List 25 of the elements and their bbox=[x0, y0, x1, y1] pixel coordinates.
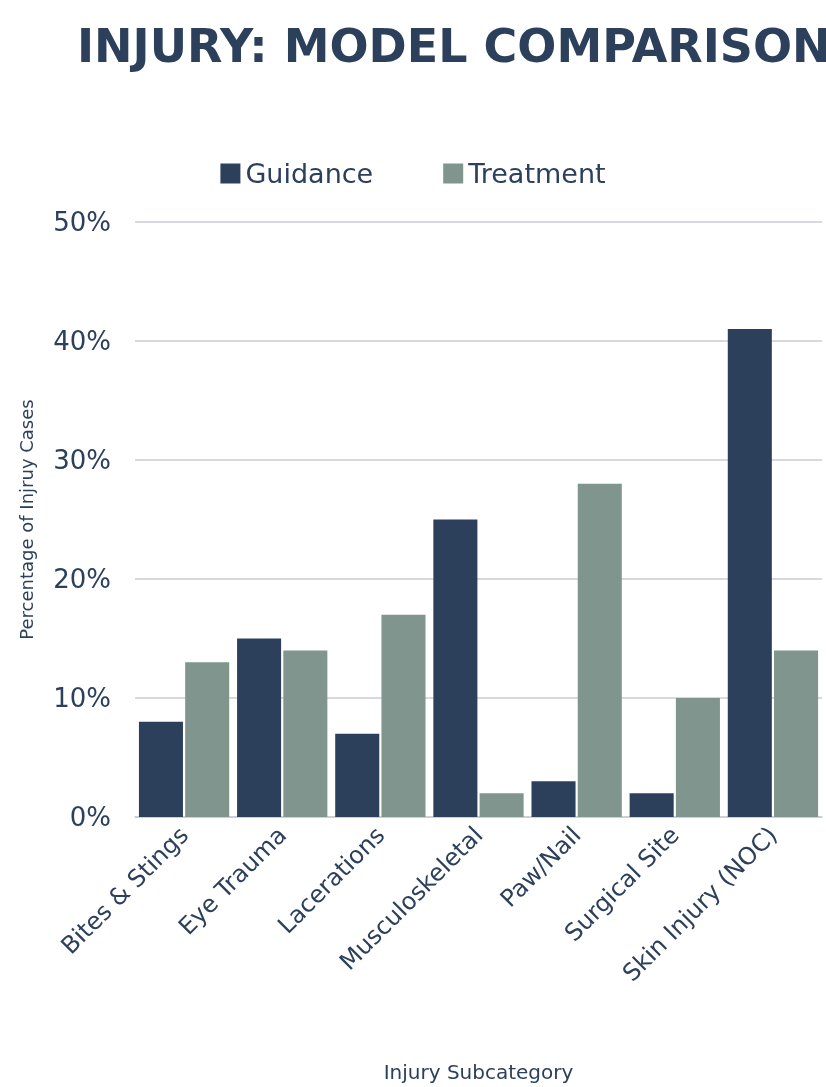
bar bbox=[531, 781, 576, 817]
bar bbox=[185, 662, 230, 817]
bar bbox=[433, 519, 478, 817]
y-tick-label: 0% bbox=[69, 802, 111, 832]
bar bbox=[577, 483, 622, 817]
legend-label: Guidance bbox=[245, 158, 374, 189]
bar bbox=[774, 650, 819, 817]
bar bbox=[138, 721, 183, 817]
y-tick-label: 50% bbox=[53, 207, 111, 237]
bar bbox=[479, 793, 524, 817]
bar bbox=[675, 698, 720, 817]
bar bbox=[283, 650, 328, 817]
y-tick-label: 40% bbox=[53, 326, 111, 356]
x-axis-title: Injury Subcategory bbox=[383, 1060, 574, 1084]
bar bbox=[629, 793, 674, 817]
bar bbox=[237, 638, 282, 817]
bar bbox=[727, 329, 772, 817]
bar bbox=[335, 733, 380, 817]
y-tick-label: 30% bbox=[53, 445, 111, 475]
bar bbox=[381, 614, 426, 817]
y-axis-title: Percentage of Injruy Cases bbox=[15, 399, 37, 640]
y-tick-label: 10% bbox=[53, 683, 111, 713]
y-tick-label: 20% bbox=[53, 564, 111, 594]
chart-title: INJURY: MODEL COMPARISON bbox=[77, 19, 826, 73]
legend-label: Treatment bbox=[467, 158, 606, 189]
